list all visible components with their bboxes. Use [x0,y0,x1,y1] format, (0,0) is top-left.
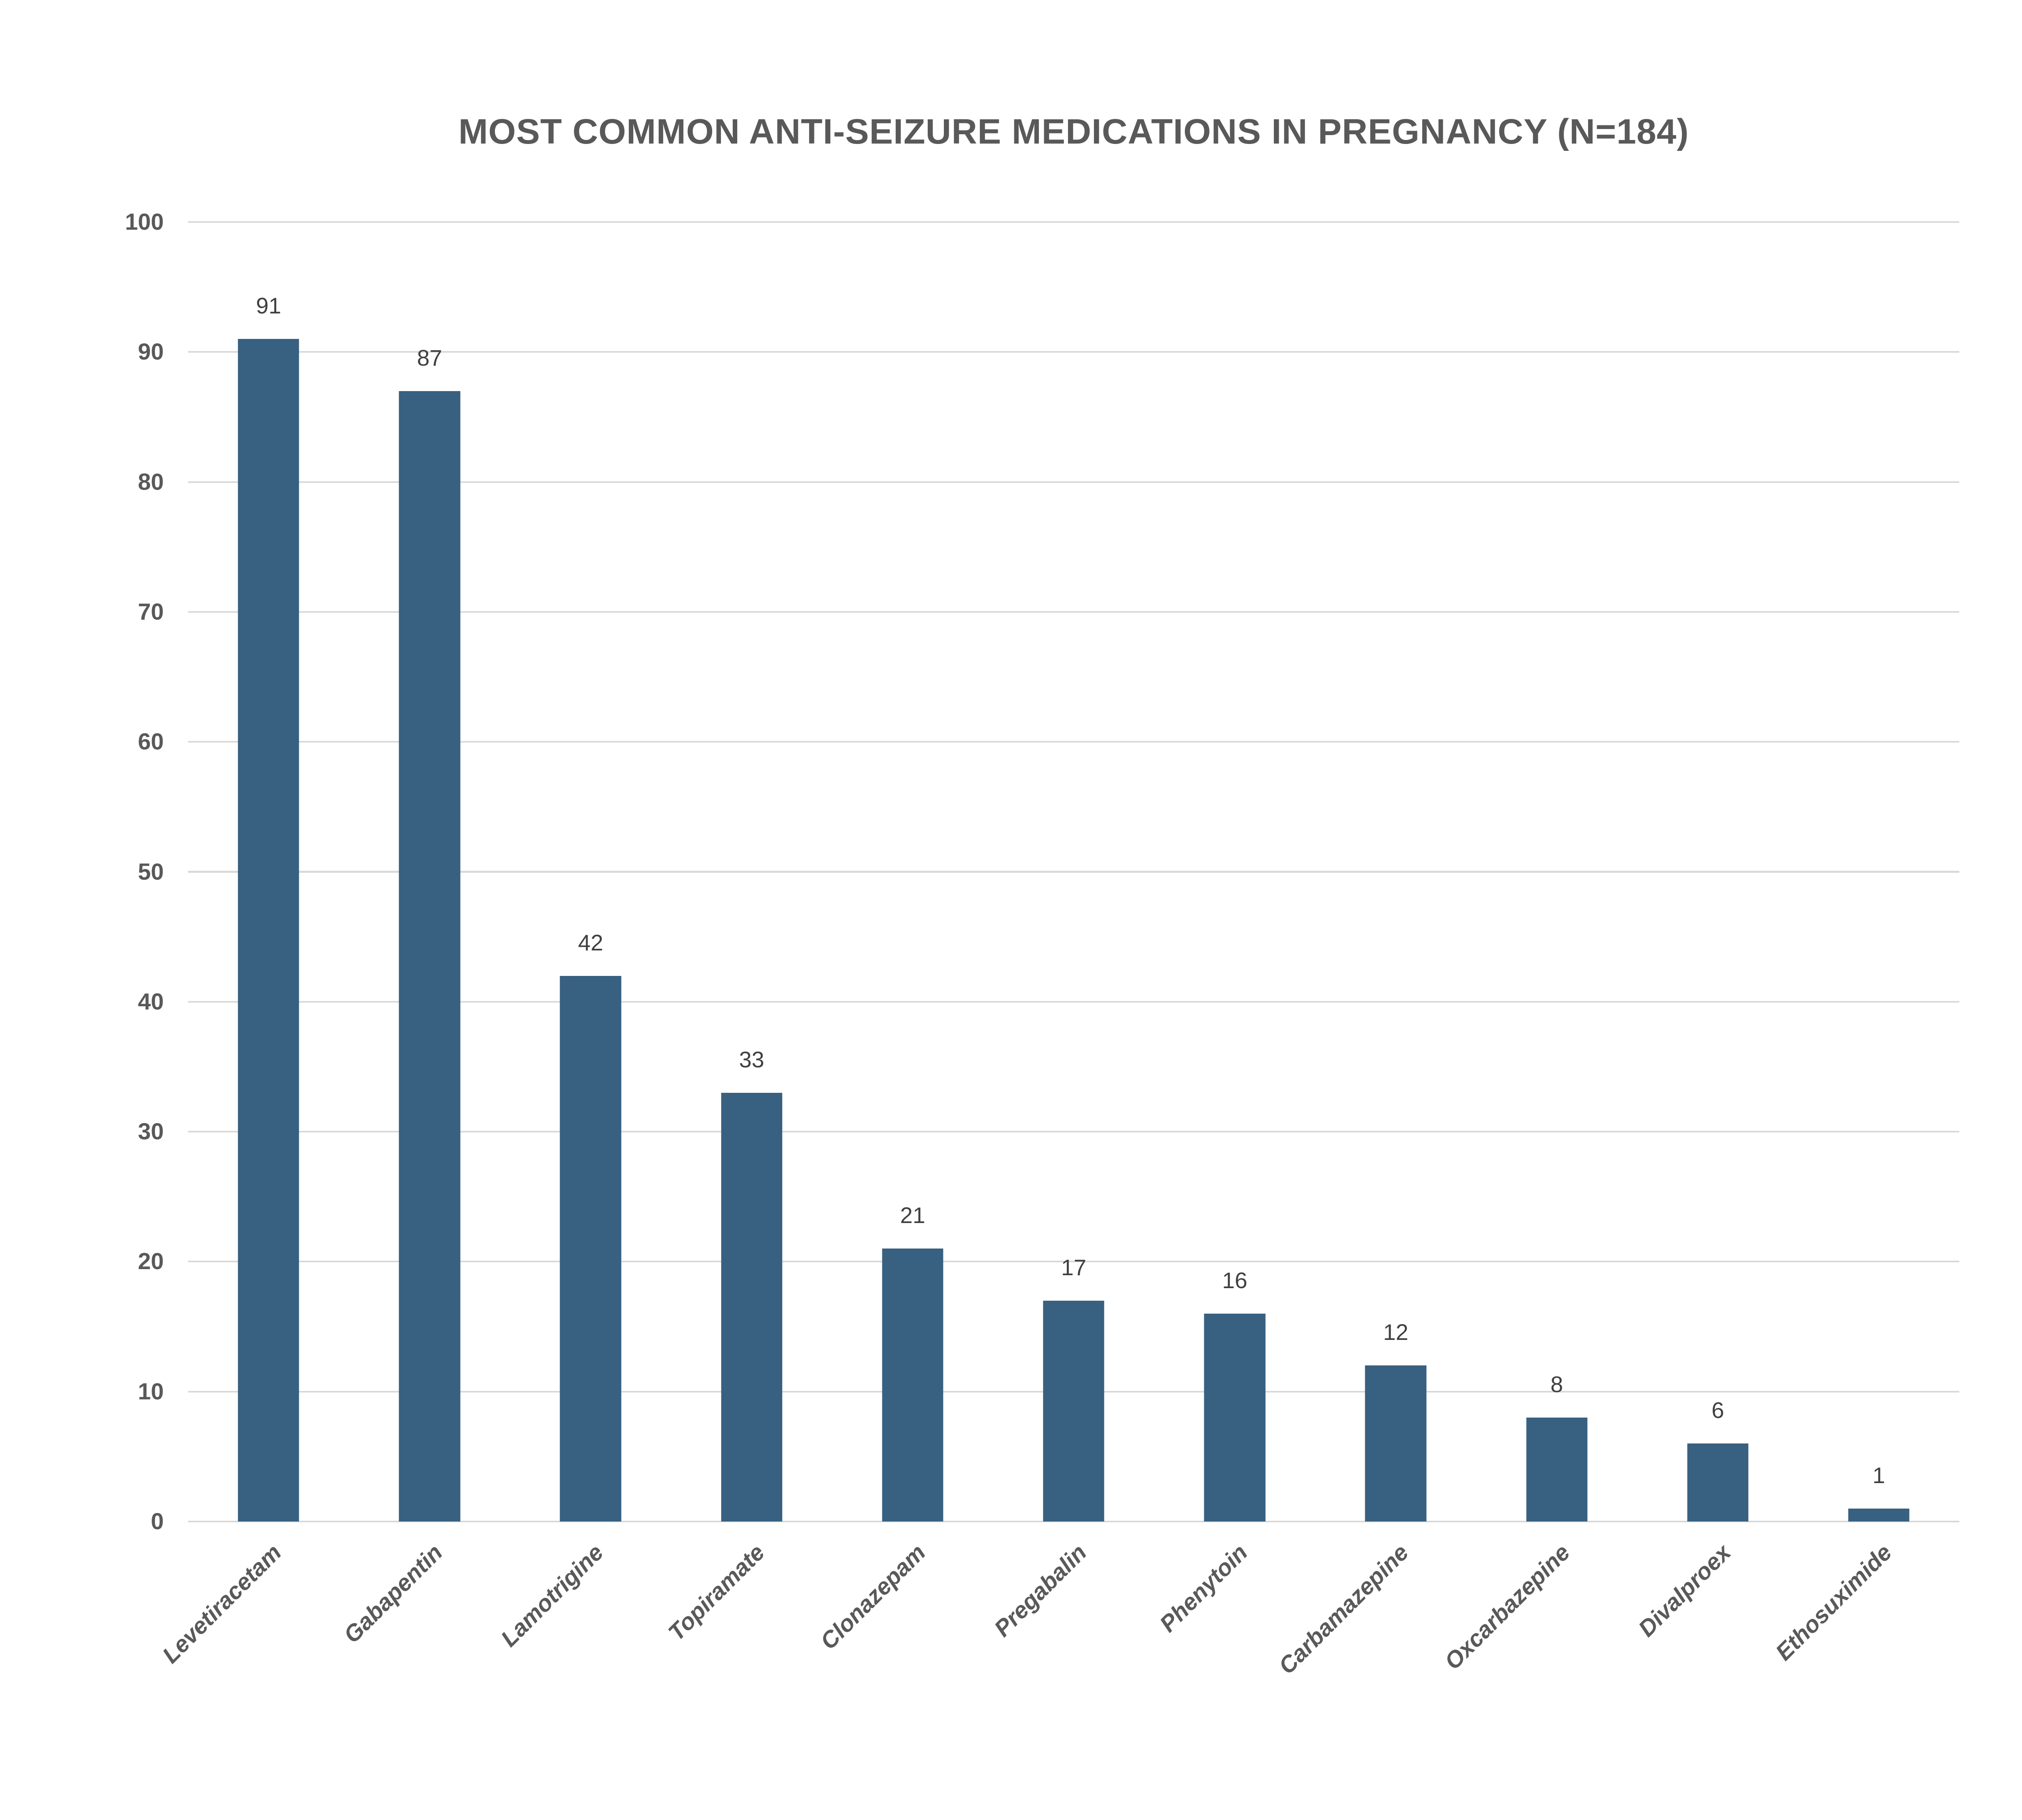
bar-slot: 91 Levetiracetam [158,222,349,1668]
gridline [188,1261,1959,1263]
category-label: Oxcarbazepine [1439,1539,1575,1675]
bar [560,976,622,1522]
category-label: Pregabalin [989,1539,1092,1642]
chart-title: MOST COMMON ANTI-SEIZURE MEDICATIONS IN … [458,111,1689,151]
gridline [188,1131,1959,1133]
value-label: 6 [1711,1397,1724,1423]
value-label: 91 [256,293,281,319]
bar-slot: 12 Carbamazepine [1274,222,1476,1679]
bar-slot: 33 Topiramate [663,222,832,1646]
value-label: 21 [900,1202,925,1228]
gridline [188,1520,1959,1523]
bar [399,391,460,1522]
value-label: 17 [1061,1254,1087,1280]
category-label: Ethosuximide [1770,1539,1897,1666]
category-label: Phenytoin [1155,1539,1253,1638]
bar-slot: 42 Lamotrigine [496,222,671,1652]
gridline [188,741,1959,743]
gridline [188,871,1959,873]
bar-slot: 17 Pregabalin [989,222,1154,1642]
bar [1043,1300,1104,1522]
value-label: 42 [578,929,603,955]
bar [1848,1508,1910,1522]
bar [1204,1313,1265,1522]
category-label: Levetiracetam [157,1539,287,1669]
bar-slot: 1 Ethosuximide [1771,222,1959,1666]
category-label: Gabapentin [338,1539,448,1649]
bar [882,1249,943,1522]
value-label: 33 [739,1046,764,1072]
value-label: 8 [1550,1371,1563,1397]
category-label: Topiramate [663,1539,770,1646]
bar [721,1092,783,1522]
bar-slot: 8 Oxcarbazepine [1440,222,1637,1675]
value-label: 16 [1222,1267,1248,1293]
gridline [188,221,1959,223]
value-label: 87 [417,345,442,370]
bar-slot: 6 Divalproex [1633,222,1798,1642]
bar [238,339,299,1522]
value-label: 12 [1383,1319,1409,1345]
gridline [188,481,1959,483]
category-label: Carbamazepine [1274,1539,1414,1680]
bars: 91 Levetiracetam 87 Gabapentin 42 Lamotrigine… [158,222,1959,1679]
bar [1687,1443,1749,1522]
category-label: Clonazepam [815,1539,931,1655]
category-label: Lamotrigine [496,1539,609,1652]
y-axis-ticks: 0 10 20 30 40 50 60 70 80 90 100 [125,209,164,1534]
bar-slot: 21 Clonazepam [816,222,993,1655]
bar [1365,1365,1427,1522]
gridline [188,611,1959,613]
plot-area: 0 10 20 30 40 50 60 70 80 90 100 91 Levetiracetam 87… [125,209,1959,1679]
bar-slot: 16 Phenytoin [1154,222,1315,1637]
bar-slot: 87 Gabapentin [339,222,510,1648]
bar [1526,1417,1588,1522]
gridline [188,351,1959,353]
category-label: Divalproex [1633,1539,1736,1642]
value-label: 1 [1872,1462,1885,1488]
gridline [188,1001,1959,1003]
